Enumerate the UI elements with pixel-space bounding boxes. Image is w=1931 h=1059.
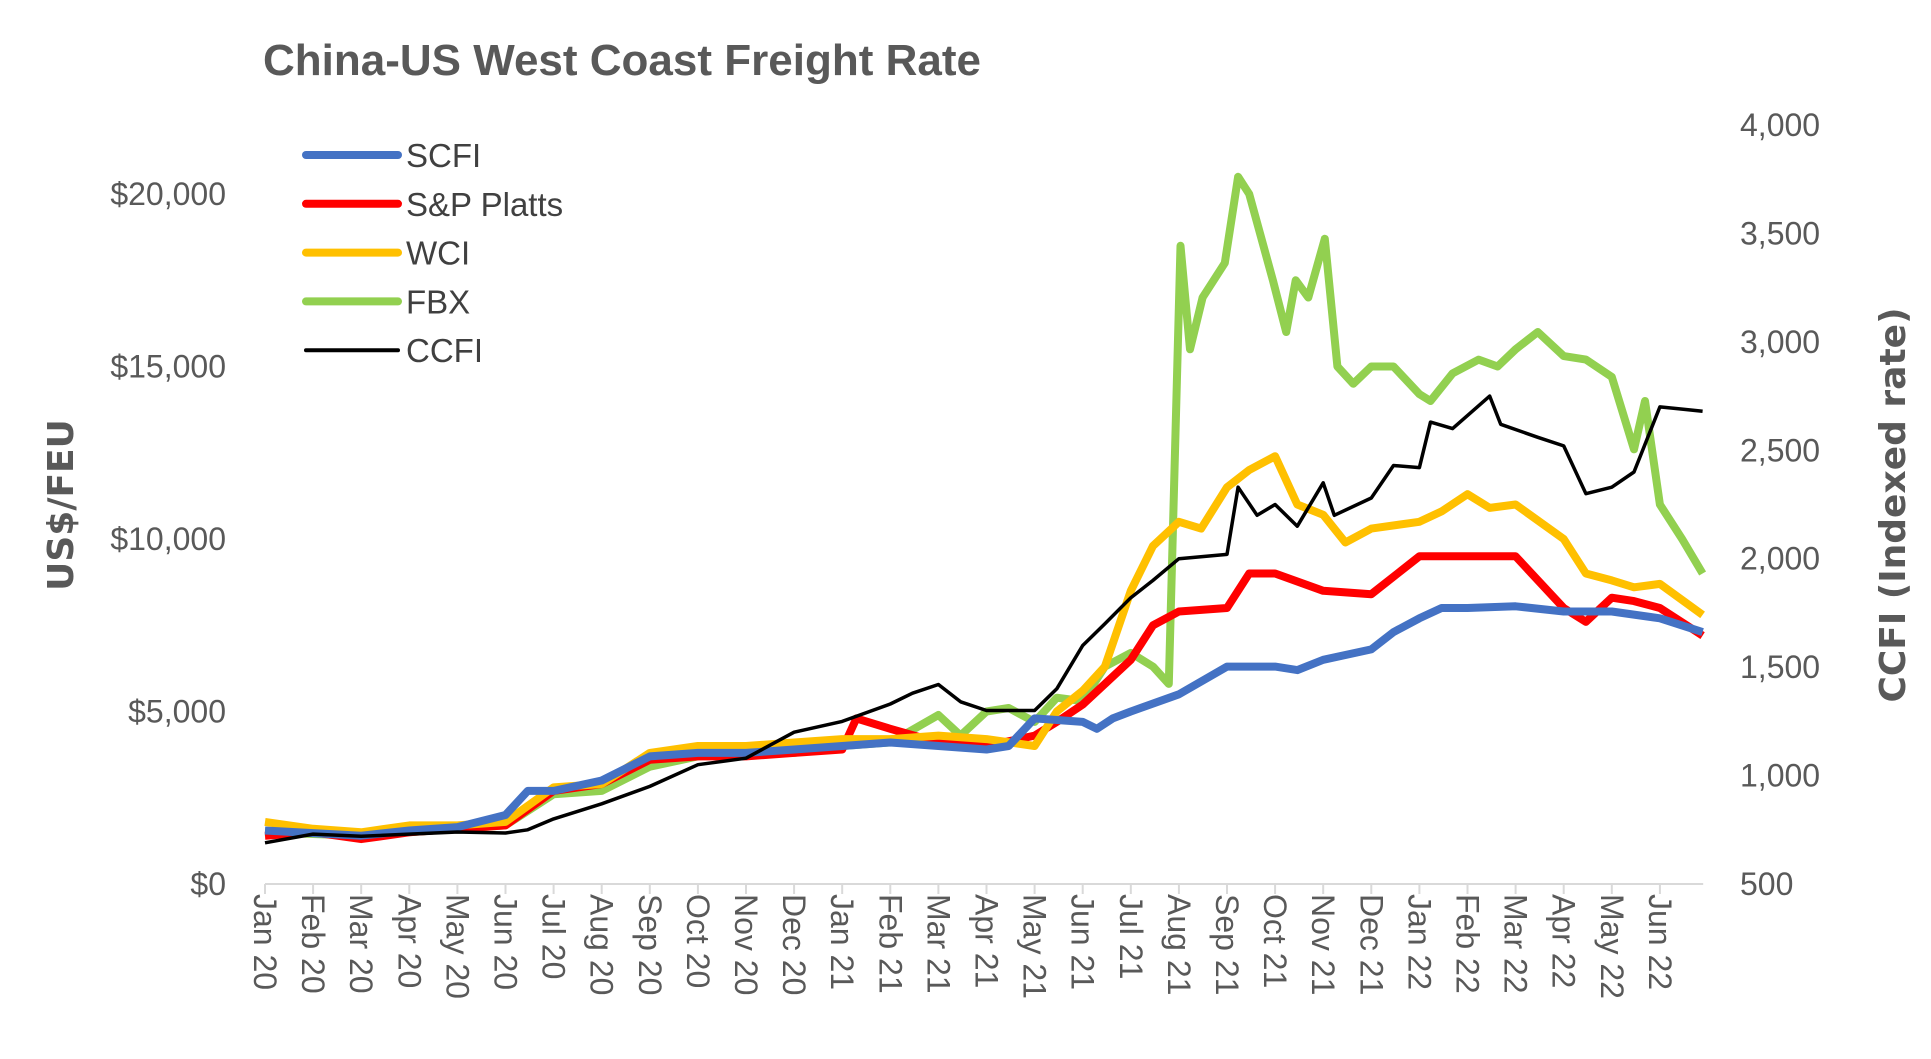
- x-tick-label: Jan 21: [824, 894, 860, 990]
- y2-axis-title: CCFI (Indexed rate): [1873, 307, 1914, 702]
- legend-label: WCI: [406, 235, 470, 272]
- x-tick-label: Jul 21: [1113, 894, 1149, 979]
- chart-title: China-US West Coast Freight Rate: [263, 36, 981, 85]
- x-tick-label: Jun 22: [1642, 894, 1678, 990]
- series-line-scfi: [264, 602, 1704, 840]
- legend-label: CCFI: [406, 332, 483, 369]
- x-tick-label: Jun 20: [488, 894, 524, 990]
- x-tick-label: Sep 21: [1209, 894, 1245, 995]
- x-tick-label: Feb 22: [1450, 894, 1486, 994]
- series-line-ccfi: [264, 394, 1703, 845]
- y2-tick-label: 2,000: [1740, 541, 1820, 577]
- x-tick-label: Apr 20: [391, 894, 427, 988]
- y-tick-label: $5,000: [128, 694, 226, 730]
- y2-tick-label: 3,500: [1740, 215, 1820, 251]
- x-tick-label: Apr 21: [969, 894, 1005, 988]
- y2-tick-label: 2,500: [1740, 432, 1820, 468]
- y-axis-title: US$/FEU: [41, 419, 82, 591]
- y2-tick-label: 1,000: [1740, 758, 1820, 794]
- x-tick-label: Oct 21: [1257, 894, 1293, 988]
- x-tick-label: Jan 22: [1401, 894, 1437, 990]
- x-tick-label: Jul 20: [536, 894, 572, 979]
- y-tick-label: $20,000: [110, 176, 226, 212]
- legend-label: S&P Platts: [406, 186, 563, 223]
- series-line-s-p-platts: [264, 552, 1705, 844]
- y2-tick-label: 4,000: [1740, 107, 1820, 143]
- x-tick-label: Mar 20: [343, 894, 379, 994]
- x-tick-label: Apr 22: [1546, 894, 1582, 988]
- y-tick-label: $15,000: [110, 349, 226, 385]
- x-tick-label: Jan 20: [247, 894, 283, 990]
- x-tick-label: Aug 20: [584, 894, 620, 995]
- x-tick-label: Feb 20: [295, 894, 331, 994]
- x-tick-label: Sep 20: [632, 894, 668, 995]
- x-tick-label: Mar 22: [1498, 894, 1534, 994]
- x-tick-label: Feb 21: [872, 894, 908, 994]
- y2-tick-label: 3,000: [1740, 324, 1820, 360]
- x-tick-label: Dec 20: [776, 894, 812, 995]
- x-tick-label: Nov 20: [728, 894, 764, 995]
- x-tick-label: May 20: [439, 894, 475, 999]
- x-tick-label: Mar 21: [920, 894, 956, 994]
- y-tick-label: $0: [190, 866, 226, 902]
- x-tick-label: May 21: [1017, 894, 1053, 999]
- x-tick-label: Dec 21: [1353, 894, 1389, 995]
- y2-tick-label: 500: [1740, 866, 1793, 902]
- x-tick-label: Nov 21: [1305, 894, 1341, 995]
- y2-tick-label: 1,500: [1740, 649, 1820, 685]
- legend-label: SCFI: [406, 137, 481, 174]
- x-tick-label: May 22: [1594, 894, 1630, 999]
- x-tick-label: Jun 21: [1065, 894, 1101, 990]
- y-tick-label: $10,000: [110, 521, 226, 557]
- x-tick-label: Oct 20: [680, 894, 716, 988]
- x-tick-label: Aug 21: [1161, 894, 1197, 995]
- series-line-wci: [264, 452, 1705, 837]
- legend-label: FBX: [406, 283, 470, 320]
